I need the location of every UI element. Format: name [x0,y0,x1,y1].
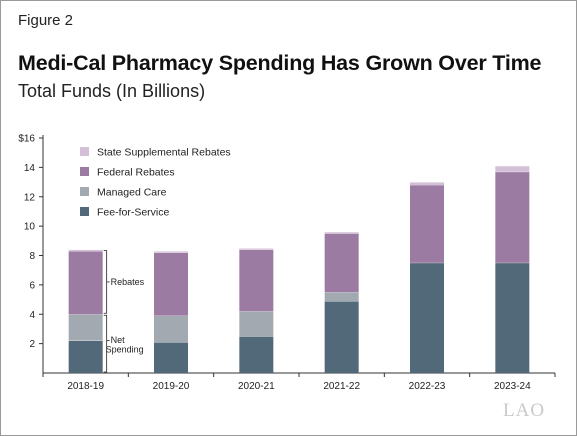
bar-segment-state-supplemental-rebates [239,248,274,250]
x-tick-label: 2022-23 [409,381,446,392]
x-tick-label: 2019-20 [153,381,190,392]
bar-segment-federal-rebates [410,185,444,263]
chart-title: Medi-Cal Pharmacy Spending Has Grown Ove… [18,51,542,75]
bar-segment-state-supplemental-rebates [324,232,359,234]
y-tick-label: 14 [24,163,36,174]
y-tick-label: 10 [24,222,36,233]
y-tick-label: 4 [29,310,35,321]
bar-segment-fee-for-service [410,262,444,373]
bar-segment-state-supplemental-rebates [410,182,444,185]
bar-segment-managed-care [324,292,359,302]
bar-segment-fee-for-service [324,301,359,373]
x-tick-label: 2023-24 [494,381,531,392]
chart-subtitle: Total Funds (In Billions) [18,81,206,101]
bar-segment-federal-rebates [239,249,274,312]
legend-label-managed-care: Managed Care [97,187,167,199]
bar-segment-fee-for-service [239,336,274,373]
bar-segment-state-supplemental-rebates [68,249,103,252]
y-tick-label: 8 [29,251,35,262]
legend-swatch-fee-for-service [80,207,89,216]
bar-segment-federal-rebates [154,252,188,316]
legend-swatch-managed-care [80,187,89,196]
rebates-annotation: Rebates [111,277,145,287]
bar-segment-state-supplemental-rebates [154,251,188,253]
bar-segment-managed-care [239,311,274,337]
bar-segment-fee-for-service [68,340,103,373]
figure-label: Figure 2 [18,12,74,29]
y-tick-label: 6 [29,280,35,291]
y-tick-label: 12 [24,192,36,203]
y-tick-label: 2 [29,339,35,350]
net-spending-annotation-line1: Net [111,335,126,345]
legend-swatch-federal-rebates [80,167,89,176]
bar-segment-state-supplemental-rebates [495,165,530,172]
bar-segment-fee-for-service [495,262,530,373]
bar-segment-federal-rebates [324,233,359,293]
legend-label-federal-rebates: Federal Rebates [97,167,175,179]
x-tick-label: 2020-21 [238,381,275,392]
lao-logo: LAO [503,400,546,421]
bar-segment-fee-for-service [154,342,188,373]
legend-label-fee-for-service: Fee-for-Service [97,207,170,219]
bar-segment-federal-rebates [68,251,103,315]
x-tick-label: 2021-22 [323,381,360,392]
x-tick-label: 2018-19 [67,381,104,392]
net-spending-bracket [103,314,108,373]
legend-swatch-state-supplemental-rebates [80,147,89,156]
rebates-bracket [103,250,108,314]
bar-segment-managed-care [68,314,103,341]
bar-segment-federal-rebates [495,171,530,263]
legend-label-state-supplemental-rebates: State Supplemental Rebates [97,147,231,159]
net-spending-annotation-line2: Spending [106,345,144,355]
bar-segment-managed-care [154,315,188,343]
y-tick-label: $16 [18,134,35,145]
